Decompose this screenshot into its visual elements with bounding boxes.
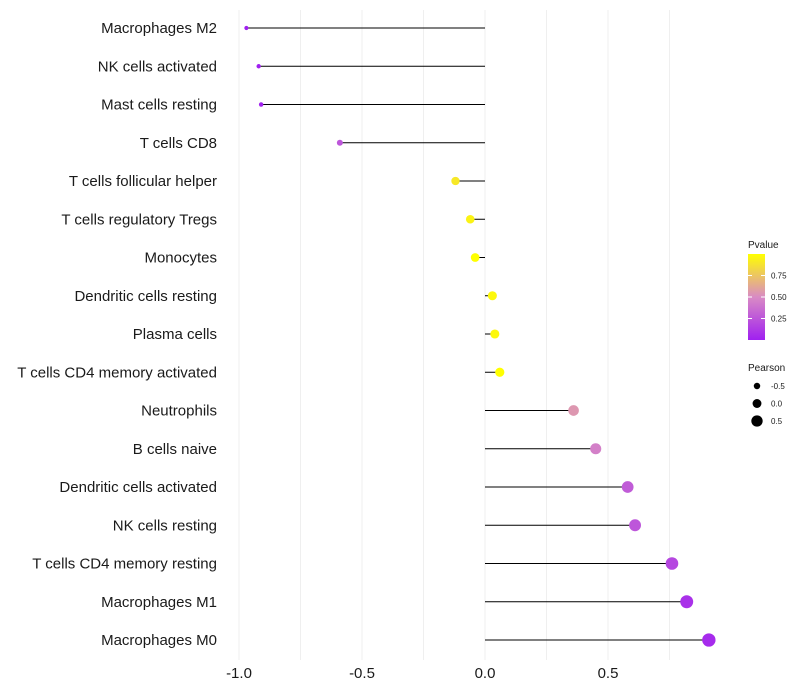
point-layer: [244, 25, 716, 647]
size-legend-title: Pearson: [748, 363, 785, 374]
lollipop-point: [665, 557, 679, 570]
x-tick-label: -0.5: [349, 665, 375, 682]
size-legend-point: [751, 415, 763, 427]
category-label: Neutrophils: [141, 403, 217, 420]
category-label: T cells CD4 memory activated: [17, 364, 217, 381]
lollipop-point: [590, 443, 602, 455]
lollipop-point: [244, 25, 249, 31]
size-legend-label: -0.5: [771, 382, 785, 391]
category-label: B cells naive: [133, 441, 217, 458]
lollipop-point: [465, 214, 475, 224]
category-label: Monocytes: [144, 250, 217, 267]
category-labels: Macrophages M2 NK cells activated Mast cel…: [17, 20, 217, 649]
lollipop-point: [629, 519, 641, 532]
x-axis-tick-labels: -1.0 -0.5 0.0 0.5: [226, 665, 618, 682]
category-label: T cells CD8: [140, 135, 217, 152]
color-legend-bar: [748, 254, 765, 340]
size-legend-label: 0.0: [771, 400, 783, 409]
category-label: Macrophages M2: [101, 20, 217, 37]
color-legend-tick-label: 0.75: [771, 272, 787, 281]
size-legend: Pearson -0.5 0.0 0.5: [748, 363, 785, 427]
stem-layer: [246, 27, 709, 641]
lollipop-point: [451, 176, 460, 186]
color-legend-tick-label: 0.50: [771, 293, 787, 302]
x-tick-label: 0.0: [475, 665, 496, 682]
lollipop-point: [495, 367, 505, 377]
lollipop-point: [256, 64, 261, 69]
category-label: T cells CD4 memory resting: [32, 556, 217, 573]
grid-layer: [238, 10, 670, 660]
lollipop-point: [680, 595, 694, 609]
color-legend-title: Pvalue: [748, 240, 779, 251]
lollipop-point: [568, 405, 579, 416]
category-label: Plasma cells: [133, 326, 217, 343]
lollipop-point: [258, 102, 264, 107]
category-label: Macrophages M0: [101, 632, 217, 649]
category-label: T cells regulatory Tregs: [61, 211, 217, 228]
color-legend-tick-label: 0.25: [771, 315, 787, 324]
size-legend-point: [752, 399, 762, 408]
lollipop-point: [621, 481, 634, 493]
lollipop-point: [702, 633, 716, 647]
lollipop-point: [490, 329, 500, 339]
category-label: T cells follicular helper: [69, 173, 217, 190]
category-label: Macrophages M1: [101, 594, 217, 611]
size-legend-point: [753, 382, 761, 390]
category-label: NK cells activated: [98, 58, 217, 75]
size-legend-items: -0.5 0.0 0.5: [751, 382, 785, 427]
x-tick-label: -1.0: [226, 665, 252, 682]
lollipop-point: [487, 291, 497, 301]
category-label: Dendritic cells activated: [59, 479, 217, 496]
color-legend-ticks: 0.25 0.50 0.75: [748, 272, 787, 324]
color-legend: Pvalue 0.25 0.50 0.75: [748, 240, 787, 340]
category-label: Dendritic cells resting: [74, 288, 217, 305]
lollipop-point: [470, 253, 480, 262]
category-label: Mast cells resting: [101, 97, 217, 114]
lollipop-point: [336, 139, 343, 146]
size-legend-label: 0.5: [771, 417, 783, 426]
category-label: NK cells resting: [113, 517, 217, 534]
x-tick-label: 0.5: [598, 665, 619, 682]
